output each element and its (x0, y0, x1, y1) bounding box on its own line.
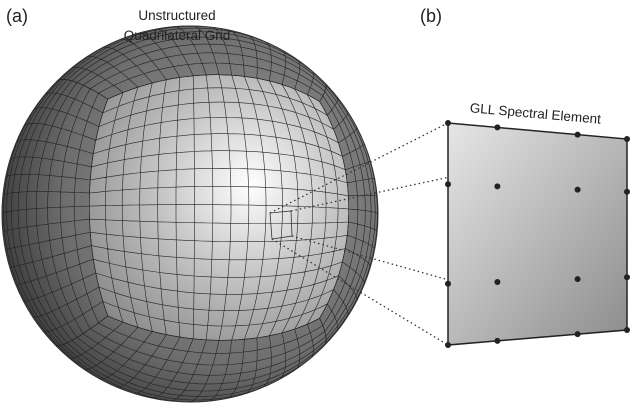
connector (269, 122, 449, 214)
gll-node (494, 183, 501, 190)
panel-title: Unstructured (138, 8, 215, 23)
element-quad (447, 122, 628, 346)
panel-title: Quadrilateral Grid (124, 28, 231, 43)
sphere (1, 25, 379, 403)
gll-node (624, 136, 630, 142)
gll-node (624, 188, 630, 195)
gll-node (494, 124, 501, 131)
panel-label: (b) (420, 6, 442, 26)
gll-node (445, 342, 451, 348)
gll-node (574, 186, 581, 193)
gll-node (445, 181, 451, 188)
panel-label: (a) (6, 6, 28, 26)
grid-lines (56, 25, 327, 102)
sphere-rim (1, 25, 379, 403)
gll-node (494, 337, 501, 344)
connector (271, 238, 449, 346)
panel-title: GLL Spectral Element (469, 100, 602, 126)
gll-node (624, 274, 630, 281)
gll-node (445, 120, 451, 126)
gll-node (445, 280, 451, 287)
gll-node (574, 131, 581, 138)
gll-node (574, 331, 581, 338)
source-element (269, 210, 293, 240)
front-face (89, 74, 349, 341)
gll-node (574, 276, 581, 283)
spectral-element (445, 120, 630, 348)
gll-node (624, 327, 630, 333)
gll-node (494, 278, 501, 285)
